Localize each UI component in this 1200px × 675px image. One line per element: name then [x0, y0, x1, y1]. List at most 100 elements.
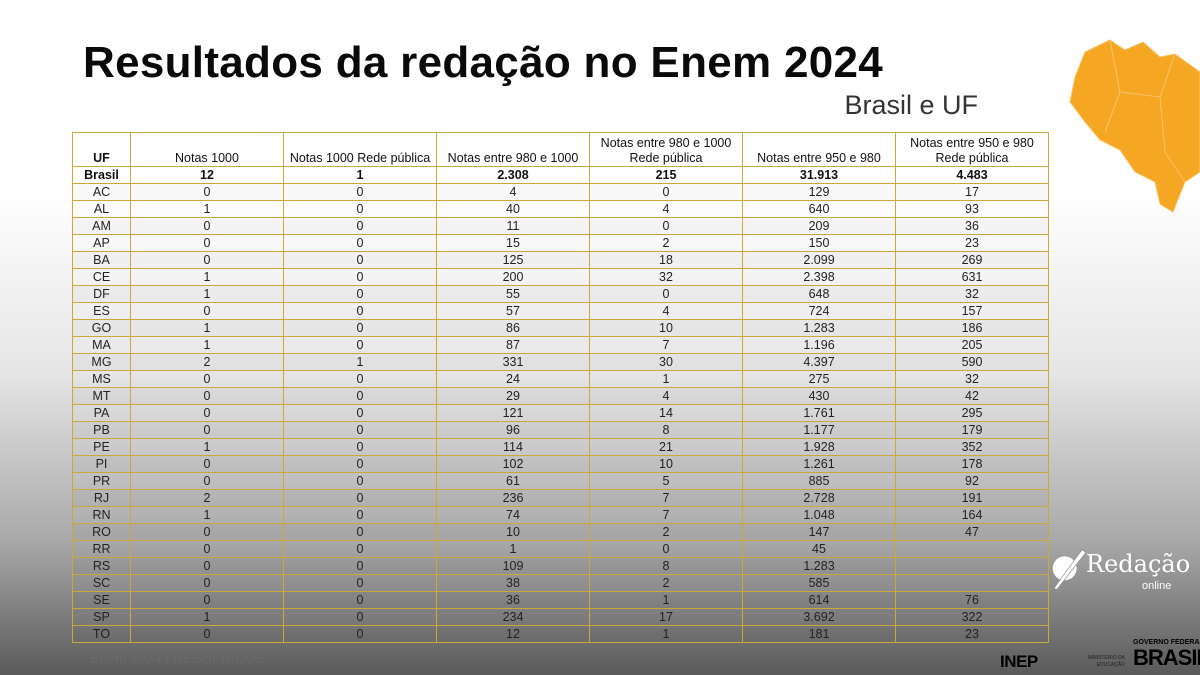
table-row: AL 1 0 40 4 640 93	[72, 200, 1049, 218]
table-cell: 2	[589, 234, 743, 252]
table-cell: 3.692	[742, 608, 896, 626]
table-cell: 0	[130, 387, 284, 405]
table-cell: 0	[130, 302, 284, 320]
table-cell: 47	[895, 523, 1049, 541]
table-cell: 0	[130, 217, 284, 235]
table-cell: 0	[130, 234, 284, 252]
table-cell: 1.761	[742, 404, 896, 422]
uf-cell: PB	[72, 421, 131, 439]
table-cell: 1	[283, 166, 437, 184]
uf-cell: TO	[72, 625, 131, 643]
uf-cell: MG	[72, 353, 131, 371]
table-row: AP 0 0 15 2 150 23	[72, 234, 1049, 252]
table-cell: 38	[436, 574, 590, 592]
table-cell: 2.398	[742, 268, 896, 286]
table-cell: 0	[283, 540, 437, 558]
uf-cell: MA	[72, 336, 131, 354]
column-header: Notas 1000 Rede pública	[283, 132, 437, 167]
table-cell: 0	[283, 574, 437, 592]
uf-cell: PR	[72, 472, 131, 490]
uf-cell: RJ	[72, 489, 131, 507]
table-cell: 109	[436, 557, 590, 575]
table-cell: 0	[283, 404, 437, 422]
table-cell: 92	[895, 472, 1049, 490]
table-cell: 32	[895, 370, 1049, 388]
logo-sub: online	[1142, 580, 1172, 592]
table-row: TO 0 0 12 1 181 23	[72, 625, 1049, 643]
table-cell: 40	[436, 200, 590, 218]
table-cell: 0	[130, 540, 284, 558]
uf-cell: RS	[72, 557, 131, 575]
table-cell: 2.308	[436, 166, 590, 184]
table-cell: 114	[436, 438, 590, 456]
table-row: PI 0 0 102 10 1.261 178	[72, 455, 1049, 473]
table-cell: 1.261	[742, 455, 896, 473]
table-cell: 1.048	[742, 506, 896, 524]
uf-cell: BA	[72, 251, 131, 269]
table-cell: 0	[130, 404, 284, 422]
table-cell: 0	[283, 608, 437, 626]
table-header-row: UF Notas 1000 Notas 1000 Rede pública No…	[72, 132, 1049, 167]
table-cell: 32	[895, 285, 1049, 303]
table-cell: 0	[283, 523, 437, 541]
table-cell: 585	[742, 574, 896, 592]
table-cell: 1.177	[742, 421, 896, 439]
table-cell: 0	[283, 557, 437, 575]
table-cell: 129	[742, 183, 896, 201]
table-cell: 0	[130, 370, 284, 388]
table-cell: 0	[130, 472, 284, 490]
uf-cell: RN	[72, 506, 131, 524]
table-cell: 0	[589, 217, 743, 235]
table-row: AM 0 0 11 0 209 36	[72, 217, 1049, 235]
table-cell: 1.196	[742, 336, 896, 354]
table-row: ES 0 0 57 4 724 157	[72, 302, 1049, 320]
uf-cell: CE	[72, 268, 131, 286]
table-cell: 4	[589, 302, 743, 320]
table-cell: 1	[130, 336, 284, 354]
table-cell: 614	[742, 591, 896, 609]
table-row: RR 0 0 1 0 45	[72, 540, 1049, 558]
table-cell: 86	[436, 319, 590, 337]
uf-cell: ES	[72, 302, 131, 320]
table-cell: 74	[436, 506, 590, 524]
table-row: MG 2 1 331 30 4.397 590	[72, 353, 1049, 371]
table-cell: 0	[283, 234, 437, 252]
table-cell: 32	[589, 268, 743, 286]
table-cell: 12	[436, 625, 590, 643]
table-cell: 724	[742, 302, 896, 320]
table-row: MT 0 0 29 4 430 42	[72, 387, 1049, 405]
table-cell: 7	[589, 336, 743, 354]
table-cell	[895, 540, 1049, 558]
table-cell: 1	[130, 200, 284, 218]
column-header: Notas entre 980 e 1000 Rede pública	[589, 132, 743, 167]
table-row: BA 0 0 125 18 2.099 269	[72, 251, 1049, 269]
column-header: Notas entre 980 e 1000	[436, 132, 590, 167]
table-cell: 2	[589, 523, 743, 541]
table-row: SC 0 0 38 2 585	[72, 574, 1049, 592]
table-cell: 0	[283, 217, 437, 235]
table-cell: 36	[895, 217, 1049, 235]
inep-logo: INEP	[1000, 652, 1038, 671]
table-cell: 275	[742, 370, 896, 388]
brazil-map-icon	[1069, 39, 1200, 213]
table-row: AC 0 0 4 0 129 17	[72, 183, 1049, 201]
table-cell: 0	[283, 251, 437, 269]
table-cell: 0	[130, 557, 284, 575]
table-cell: 0	[283, 421, 437, 439]
column-header: Notas entre 950 e 980 Rede pública	[895, 132, 1049, 167]
table-row: DF 1 0 55 0 648 32	[72, 285, 1049, 303]
table-cell: 36	[436, 591, 590, 609]
table-cell: 10	[436, 523, 590, 541]
table-cell: 1	[130, 608, 284, 626]
table-cell	[895, 557, 1049, 575]
table-cell: 0	[283, 506, 437, 524]
table-cell: 1	[589, 625, 743, 643]
table-cell: 331	[436, 353, 590, 371]
table-cell: 93	[895, 200, 1049, 218]
table-row: GO 1 0 86 10 1.283 186	[72, 319, 1049, 337]
table-cell: 15	[436, 234, 590, 252]
table-cell: 0	[283, 302, 437, 320]
table-cell: 12	[130, 166, 284, 184]
table-cell: 29	[436, 387, 590, 405]
table-cell: 21	[589, 438, 743, 456]
